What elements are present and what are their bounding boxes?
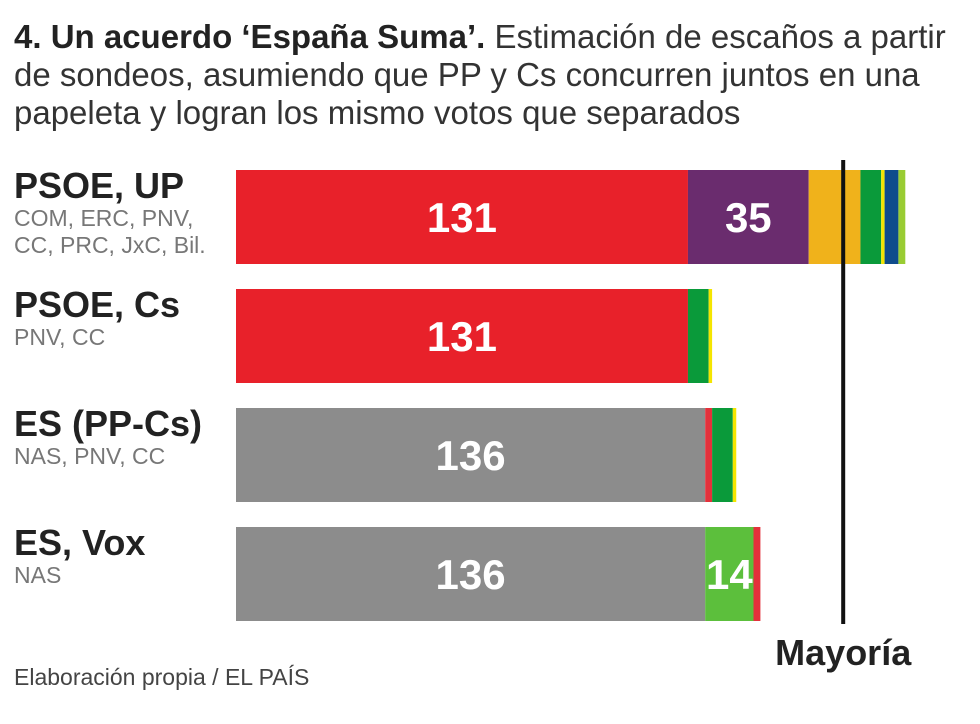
- row-label: PSOE, UP: [14, 165, 184, 206]
- bar-segment-pnv: [860, 170, 882, 264]
- data-label: 35: [725, 194, 772, 241]
- bar-segment-nas: [753, 527, 761, 621]
- bar-segment-es: [236, 527, 706, 621]
- data-label: 136: [436, 432, 506, 479]
- bar-segment-psoe: [236, 289, 688, 383]
- row-sublabel: PNV, CC: [14, 324, 105, 350]
- chart-title-rest: Estimación de escaños a partir de sondeo…: [14, 18, 946, 131]
- bar-segment-cc: [708, 289, 713, 383]
- bar-segment-cc: [732, 408, 737, 502]
- bar-segment-pnv: [712, 408, 733, 502]
- majority-label: Mayoría: [775, 632, 912, 673]
- bar-segment-erc: [808, 170, 861, 264]
- bar-segment-psoe: [236, 170, 688, 264]
- bar-segment-es: [236, 408, 706, 502]
- bar-segment-vox: [705, 527, 754, 621]
- data-label: 14: [706, 551, 753, 598]
- bar-segment-bil: [898, 170, 906, 264]
- row-sublabel: COM, ERC, PNV,: [14, 205, 193, 231]
- row-label: ES (PP-Cs): [14, 403, 202, 444]
- bar-segment-pnv: [687, 289, 709, 383]
- chart-title-bold: 4. Un acuerdo ‘España Suma’.: [14, 18, 486, 55]
- bar-segment-nas: [705, 408, 713, 502]
- row-sublabel: CC, PRC, JxC, Bil.: [14, 232, 206, 258]
- data-label: 131: [427, 313, 497, 360]
- bar-segment-jxc: [884, 170, 899, 264]
- row-label: ES, Vox: [14, 522, 145, 563]
- row-label: PSOE, Cs: [14, 284, 180, 325]
- source-credit: Elaboración propia / EL PAÍS: [14, 664, 310, 690]
- bar-segment-cc: [881, 170, 885, 264]
- row-sublabel: NAS, PNV, CC: [14, 443, 165, 469]
- data-label: 136: [436, 551, 506, 598]
- chart-title: 4. Un acuerdo ‘España Suma’. Estimación …: [14, 18, 964, 132]
- row-sublabel: NAS: [14, 562, 61, 588]
- data-label: 131: [427, 194, 497, 241]
- bar-segment-up: [687, 170, 809, 264]
